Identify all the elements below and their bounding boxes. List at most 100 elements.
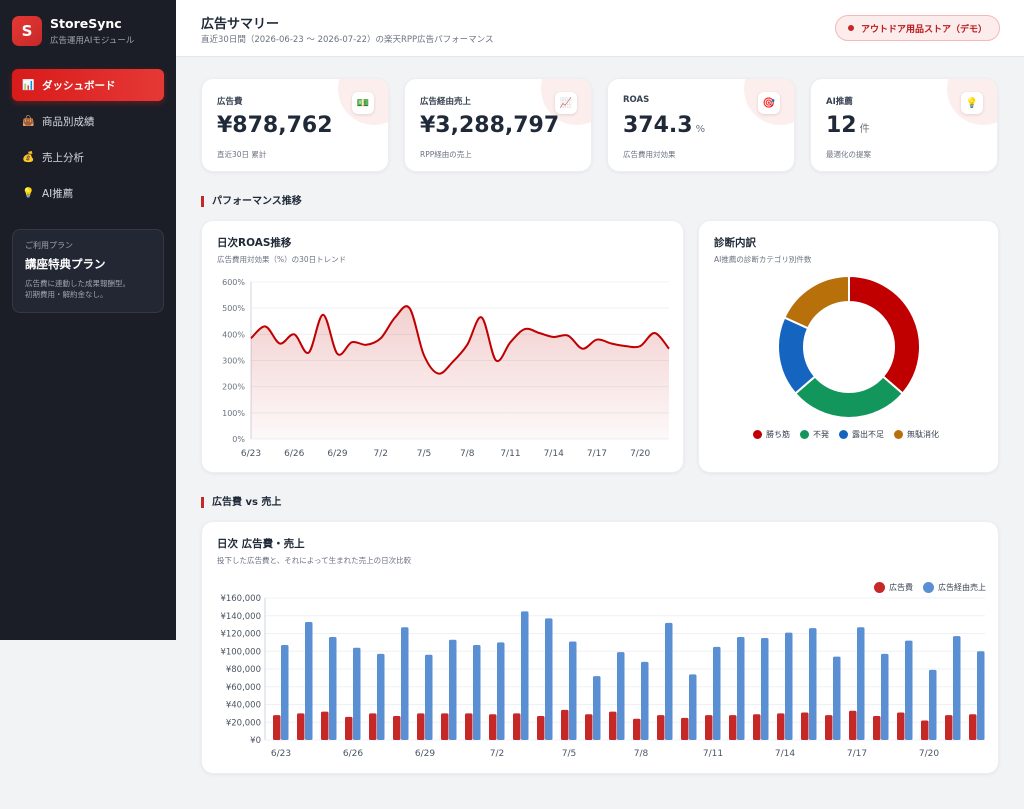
legend-swatch bbox=[923, 582, 934, 593]
donut-slice bbox=[848, 274, 921, 395]
sales-bar bbox=[281, 645, 289, 740]
kpi-label: 広告費 bbox=[217, 97, 243, 107]
spend-bar bbox=[897, 712, 905, 740]
plan-title: 講座特典プラン bbox=[25, 257, 106, 271]
kpi-note: 最適化の提案 bbox=[826, 150, 871, 159]
spend-bar bbox=[633, 718, 641, 740]
y-tick-label: ¥160,000 bbox=[220, 594, 261, 604]
sales-bar bbox=[977, 651, 985, 740]
sales-bar bbox=[617, 652, 625, 740]
legend-item[interactable]: 無駄消化 bbox=[894, 429, 939, 440]
x-tick-label: 7/20 bbox=[630, 449, 650, 459]
spend-bar bbox=[609, 711, 617, 740]
bar-chart-icon: 📊 bbox=[22, 79, 35, 91]
legend-label: 広告費 bbox=[889, 583, 913, 592]
target-icon: 🎯 bbox=[758, 92, 780, 114]
sales-bar bbox=[545, 618, 553, 740]
kpi-value: ¥878,762 bbox=[217, 113, 336, 138]
donut-slice bbox=[793, 375, 905, 419]
legend-item[interactable]: 広告経由売上 bbox=[923, 582, 986, 593]
sidebar-nav: 📊 ダッシュボード 👜 商品別成績 💰 売上分析 💡 AI推薦 bbox=[12, 69, 164, 213]
sidebar-item-sales-analysis[interactable]: 💰 売上分析 bbox=[12, 141, 164, 173]
legend-item[interactable]: 広告費 bbox=[874, 582, 913, 593]
kpi-value: 12 件 bbox=[826, 113, 870, 138]
spend-bar bbox=[705, 715, 713, 740]
spend-bar bbox=[921, 720, 929, 740]
diagnosis-donut-chart bbox=[777, 274, 921, 419]
legend-item[interactable]: 勝ち筋 bbox=[753, 429, 790, 440]
page-header: 広告サマリー 直近30日間（2026-06-23 〜 2026-07-22）の楽… bbox=[176, 0, 1024, 57]
sales-bar bbox=[353, 647, 361, 740]
x-tick-label: 7/11 bbox=[703, 749, 723, 759]
kpi-card-roas: 🎯 ROAS 374.3% 広告費用対効果 bbox=[607, 78, 795, 172]
sidebar-item-dashboard[interactable]: 📊 ダッシュボード bbox=[12, 69, 164, 101]
spend-bar bbox=[393, 716, 401, 740]
legend-label: 不発 bbox=[813, 430, 829, 439]
kpi-value: 374.3% bbox=[623, 113, 705, 138]
kpi-unit: 件 bbox=[859, 124, 870, 135]
legend-item[interactable]: 不発 bbox=[800, 429, 829, 440]
sales-bar bbox=[473, 645, 481, 740]
spend-bar bbox=[753, 714, 761, 740]
plan-description: 広告費に連動した成果報酬型。 初期費用・解約金なし。 bbox=[25, 278, 151, 301]
x-tick-label: 7/14 bbox=[775, 749, 795, 759]
spend-bar bbox=[945, 715, 953, 740]
kpi-card-ad-sales: 📈 広告経由売上 ¥3,288,797 RPP経由の売上 bbox=[404, 78, 592, 172]
sidebar: S StoreSync 広告運用AIモジュール 📊 ダッシュボード 👜 商品別成… bbox=[0, 0, 176, 640]
sales-bar bbox=[929, 669, 937, 740]
spend-bar bbox=[513, 713, 521, 740]
legend-swatch bbox=[839, 430, 848, 439]
section-title-performance: パフォーマンス推移 bbox=[201, 196, 302, 207]
spend-bar bbox=[729, 715, 737, 740]
chart-up-icon: 📈 bbox=[555, 92, 577, 114]
spend-bar bbox=[321, 711, 329, 740]
y-tick-label: ¥80,000 bbox=[226, 665, 261, 675]
x-tick-label: 6/26 bbox=[284, 449, 304, 459]
x-tick-label: 7/11 bbox=[500, 449, 520, 459]
kpi-value: ¥3,288,797 bbox=[420, 113, 562, 138]
sidebar-item-ai-recommend[interactable]: 💡 AI推薦 bbox=[12, 177, 164, 209]
legend-item[interactable]: 露出不足 bbox=[839, 429, 884, 440]
x-tick-label: 7/17 bbox=[587, 449, 607, 459]
legend-swatch bbox=[800, 430, 809, 439]
x-tick-label: 7/5 bbox=[417, 449, 431, 459]
y-tick-label: 100% bbox=[222, 409, 245, 418]
y-tick-label: ¥100,000 bbox=[220, 647, 261, 657]
spend-sales-card: 日次 広告費・売上 投下した広告費と、それによって生まれた売上の日次比較 広告費… bbox=[201, 521, 999, 774]
section-title-spend-vs-sales: 広告費 vs 売上 bbox=[201, 497, 281, 508]
spend-bar bbox=[873, 716, 881, 740]
page-title: 広告サマリー bbox=[201, 17, 280, 32]
donut-legend: 勝ち筋 不発 露出不足 無駄消化 bbox=[753, 429, 949, 440]
store-name: アウトドア用品ストア（デモ） bbox=[860, 24, 987, 35]
spend-bar bbox=[777, 713, 785, 740]
sales-bar bbox=[377, 653, 385, 740]
spend-bar bbox=[273, 715, 281, 740]
card-title: 診断内訳 bbox=[714, 237, 756, 249]
donut-slice bbox=[777, 316, 817, 395]
y-tick-label: 300% bbox=[222, 357, 245, 366]
lightbulb-icon: 💡 bbox=[961, 92, 983, 114]
sales-bar bbox=[713, 646, 721, 740]
plan-desc-line: 初期費用・解約金なし。 bbox=[25, 290, 108, 300]
kpi-card-ai-recommend: 💡 AI推薦 12 件 最適化の提案 bbox=[810, 78, 998, 172]
y-tick-label: 500% bbox=[222, 304, 245, 313]
y-tick-label: ¥140,000 bbox=[220, 612, 261, 622]
page-subtitle: 直近30日間（2026-06-23 〜 2026-07-22）の楽天RPP広告パ… bbox=[201, 35, 494, 45]
sidebar-item-label: ダッシュボード bbox=[42, 79, 116, 92]
card-subtitle: 広告費用対効果（%）の30日トレンド bbox=[217, 255, 347, 264]
roas-chart-card: 日次ROAS推移 広告費用対効果（%）の30日トレンド 0% 100% 200% 30… bbox=[201, 220, 684, 473]
x-tick-label: 7/17 bbox=[847, 749, 867, 759]
sales-bar bbox=[857, 627, 865, 740]
plan-card: ご利用プラン 講座特典プラン 広告費に連動した成果報酬型。 初期費用・解約金なし… bbox=[12, 229, 164, 313]
brand[interactable]: S StoreSync 広告運用AIモジュール bbox=[12, 16, 134, 46]
store-selector[interactable]: アウトドア用品ストア（デモ） bbox=[834, 15, 1000, 41]
sales-bar bbox=[809, 628, 817, 740]
y-tick-label: 600% bbox=[222, 278, 245, 287]
card-title: 日次ROAS推移 bbox=[217, 237, 292, 249]
sales-bar bbox=[953, 636, 961, 740]
sidebar-item-products[interactable]: 👜 商品別成績 bbox=[12, 105, 164, 137]
sales-bar bbox=[833, 656, 841, 740]
sales-bar bbox=[689, 674, 697, 740]
sidebar-item-label: 売上分析 bbox=[42, 151, 84, 164]
roas-line bbox=[250, 305, 670, 375]
